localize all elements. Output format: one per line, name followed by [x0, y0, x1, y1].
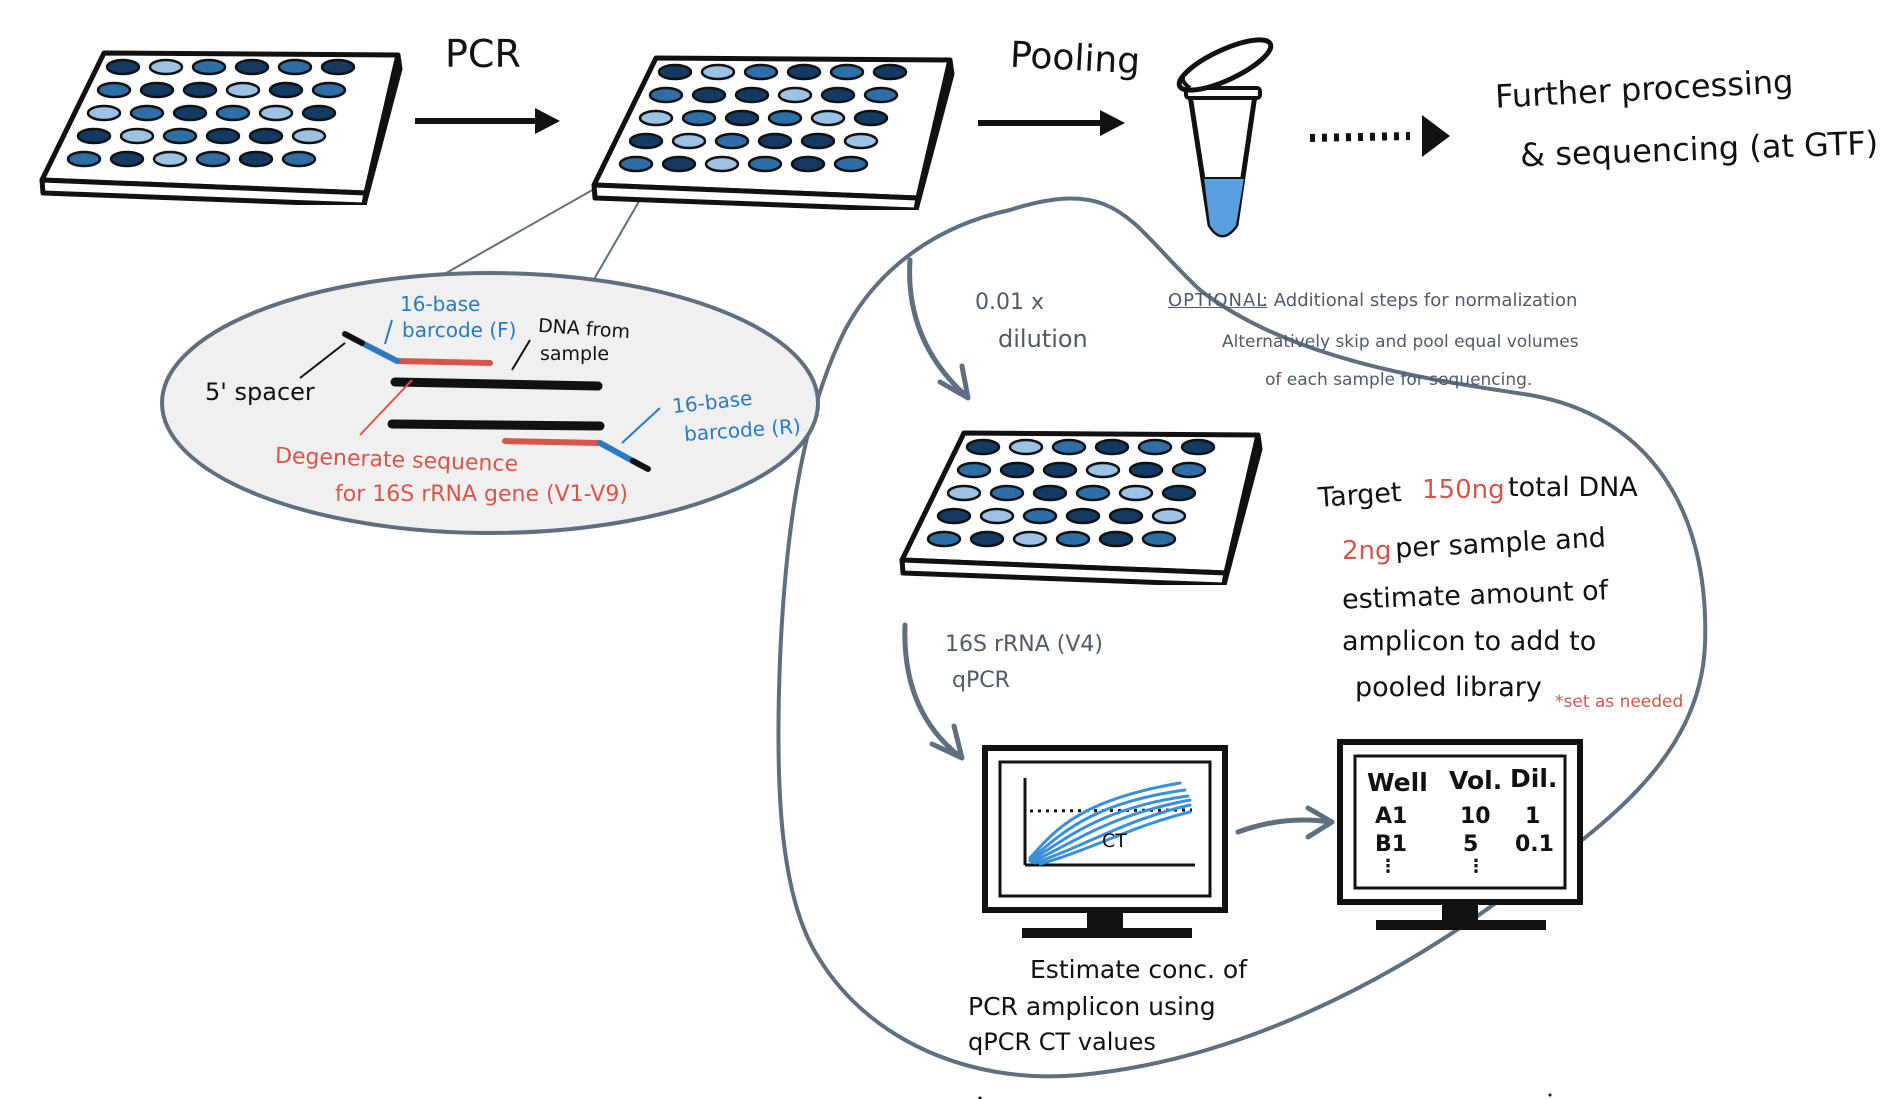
leader-barcode-f: [384, 319, 393, 345]
target-total-amount: 150ng: [1422, 475, 1505, 505]
qpcr-label-line1: 16S rRNA (V4): [945, 632, 1103, 657]
ct-threshold-line: [1029, 808, 1193, 813]
dilution-label-line1: 0.01 x: [975, 290, 1044, 315]
leader-dna: [511, 339, 531, 371]
spacer-reverse-segment: [630, 458, 651, 472]
barcode-forward-segment: [359, 340, 400, 364]
spacer-forward-segment: [342, 331, 365, 346]
estimate-line3: qPCR CT values: [968, 1028, 1156, 1056]
dna-strand-bottom: [387, 419, 605, 431]
dilution-label-line2: dilution: [998, 325, 1088, 353]
optional-heading: OPTIONAL: [1168, 290, 1268, 311]
well-plate-input: [38, 45, 408, 205]
table-monitor: [1337, 739, 1583, 930]
table-cell-dil: 1: [1525, 804, 1541, 829]
degenerate-sequence-reverse: [502, 438, 603, 446]
degenerate-label-line2: for 16S rRNA gene (V1-V9): [335, 482, 628, 507]
table-cell-vol: 5: [1463, 832, 1479, 857]
normalization-table: Well Vol. Dil. A1 10 1 B1 5 0.1 ⋮ ⋮: [1365, 764, 1558, 880]
spacer-label: 5' spacer: [205, 378, 315, 406]
table-header-vol: Vol.: [1449, 766, 1503, 795]
target-line4: amplicon to add to: [1342, 626, 1597, 657]
table-more-vol: ⋮: [1467, 856, 1485, 877]
amplification-curves: [1028, 781, 1192, 866]
barcode-reverse-segment: [597, 440, 636, 464]
table-more-well: ⋮: [1379, 856, 1397, 877]
normalization-region-outline: [776, 196, 1708, 1079]
qpcr-arrow: [902, 622, 965, 761]
primer-construct: [299, 319, 661, 472]
primer-zoom-ellipse: [160, 271, 820, 535]
pcr-arrow: [415, 108, 560, 134]
well-plate-diluted: [898, 425, 1268, 585]
pooling-label: Pooling: [1009, 34, 1142, 83]
pooling-arrow: [978, 110, 1125, 136]
leader-spacer: [299, 342, 346, 379]
well-plate-pcr: [590, 50, 960, 210]
ct-label: CT: [1102, 830, 1127, 852]
tube-icon: [1176, 37, 1274, 238]
optional-line1: : Additional steps for normalization: [1262, 290, 1578, 311]
table-cell-vol: 10: [1460, 804, 1491, 829]
leader-degenerate: [359, 379, 413, 436]
target-line1-rest: total DNA: [1508, 472, 1638, 503]
qpcr-monitor: [982, 745, 1228, 938]
optional-line3: of each sample for sequencing.: [1265, 370, 1533, 390]
dotted-arrow: [1309, 115, 1450, 157]
qpcr-label-line2: qPCR: [952, 668, 1010, 693]
set-as-needed-note: *set as needed: [1555, 692, 1684, 712]
table-cell-dil: 0.1: [1515, 832, 1554, 857]
stray-dot: [978, 1096, 982, 1099]
estimate-line2: PCR amplicon using: [968, 992, 1216, 1021]
stray-dot: [1548, 1093, 1552, 1097]
degenerate-sequence-forward: [394, 358, 493, 366]
target-line5: pooled library: [1355, 672, 1542, 703]
target-per-sample-amount: 2ng: [1342, 536, 1392, 566]
monitor-to-table-arrow: [1235, 805, 1335, 840]
barcode-f-label-line2: barcode (F): [402, 318, 517, 342]
dilution-arrow: [907, 257, 971, 401]
table-cell-well: A1: [1375, 804, 1408, 829]
dna-strand-top: [390, 377, 603, 391]
table-cell-well: B1: [1375, 832, 1408, 857]
table-header-well: Well: [1367, 768, 1428, 797]
estimate-line1: Estimate conc. of: [1030, 955, 1247, 984]
optional-line2: Alternatively skip and pool equal volume…: [1222, 332, 1579, 352]
target-line1-word: Target: [1317, 477, 1403, 514]
dna-from-sample-label-line2: sample: [540, 343, 610, 365]
table-header-dil: Dil.: [1510, 764, 1558, 793]
pcr-label: PCR: [445, 32, 521, 76]
leader-barcode-r: [621, 407, 661, 444]
barcode-f-label-line1: 16-base: [400, 292, 481, 316]
